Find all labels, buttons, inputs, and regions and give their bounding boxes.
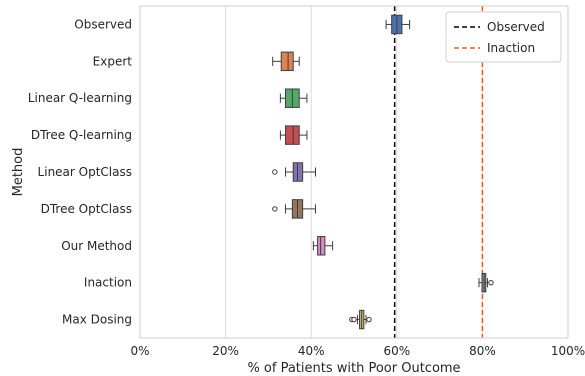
- y-tick-label: Expert: [93, 54, 133, 68]
- box-dtree-optclass: [272, 199, 316, 219]
- x-tick-label: 0%: [130, 344, 149, 358]
- outlier-point: [488, 279, 494, 286]
- y-tick-label: DTree OptClass: [41, 202, 132, 216]
- boxes-layer: [272, 14, 494, 330]
- box-observed: [385, 14, 411, 35]
- outlier-point: [272, 206, 278, 212]
- y-tick-label: Max Dosing: [62, 313, 132, 327]
- iqr-box: [317, 236, 326, 256]
- box-max-dosing: [349, 309, 372, 330]
- box-linear-optclass: [272, 162, 316, 182]
- outlier-point: [366, 316, 372, 323]
- x-tick-label: 60%: [383, 344, 410, 358]
- y-tick-label: Linear OptClass: [38, 165, 132, 179]
- y-tick-label: Observed: [74, 17, 132, 31]
- iqr-box: [285, 125, 300, 145]
- y-tick-label: DTree Q-learning: [31, 128, 132, 142]
- box-our-method: [312, 236, 334, 256]
- x-tick-label: 100%: [551, 344, 585, 358]
- x-tick-label: 20%: [212, 344, 239, 358]
- tick-labels: 0% 20% 40% 60% 80% 100% Observed Expert Linear Q…: [28, 17, 585, 358]
- legend-label-observed: Observed: [487, 20, 545, 34]
- legend: Observed Inaction: [445, 11, 562, 63]
- outlier-point: [272, 169, 278, 175]
- outlier-point: [351, 316, 357, 323]
- iqr-box: [280, 51, 294, 72]
- box-expert: [272, 51, 300, 72]
- x-axis-label: % of Patients with Poor Outcome: [247, 361, 460, 376]
- x-tick-label: 40%: [298, 344, 325, 358]
- x-tick-label: 80%: [469, 344, 496, 358]
- legend-box: [445, 11, 562, 63]
- box-inaction: [478, 272, 494, 293]
- box-linear-q-learning: [279, 88, 308, 108]
- y-tick-label: Our Method: [61, 239, 132, 253]
- box-dtree-q-learning: [279, 125, 308, 145]
- legend-label-inaction: Inaction: [487, 41, 535, 55]
- y-tick-label: Inaction: [84, 276, 132, 290]
- plot-frame: [139, 5, 569, 339]
- y-axis-label: Method: [11, 148, 26, 197]
- y-tick-label: Linear Q-learning: [28, 91, 132, 105]
